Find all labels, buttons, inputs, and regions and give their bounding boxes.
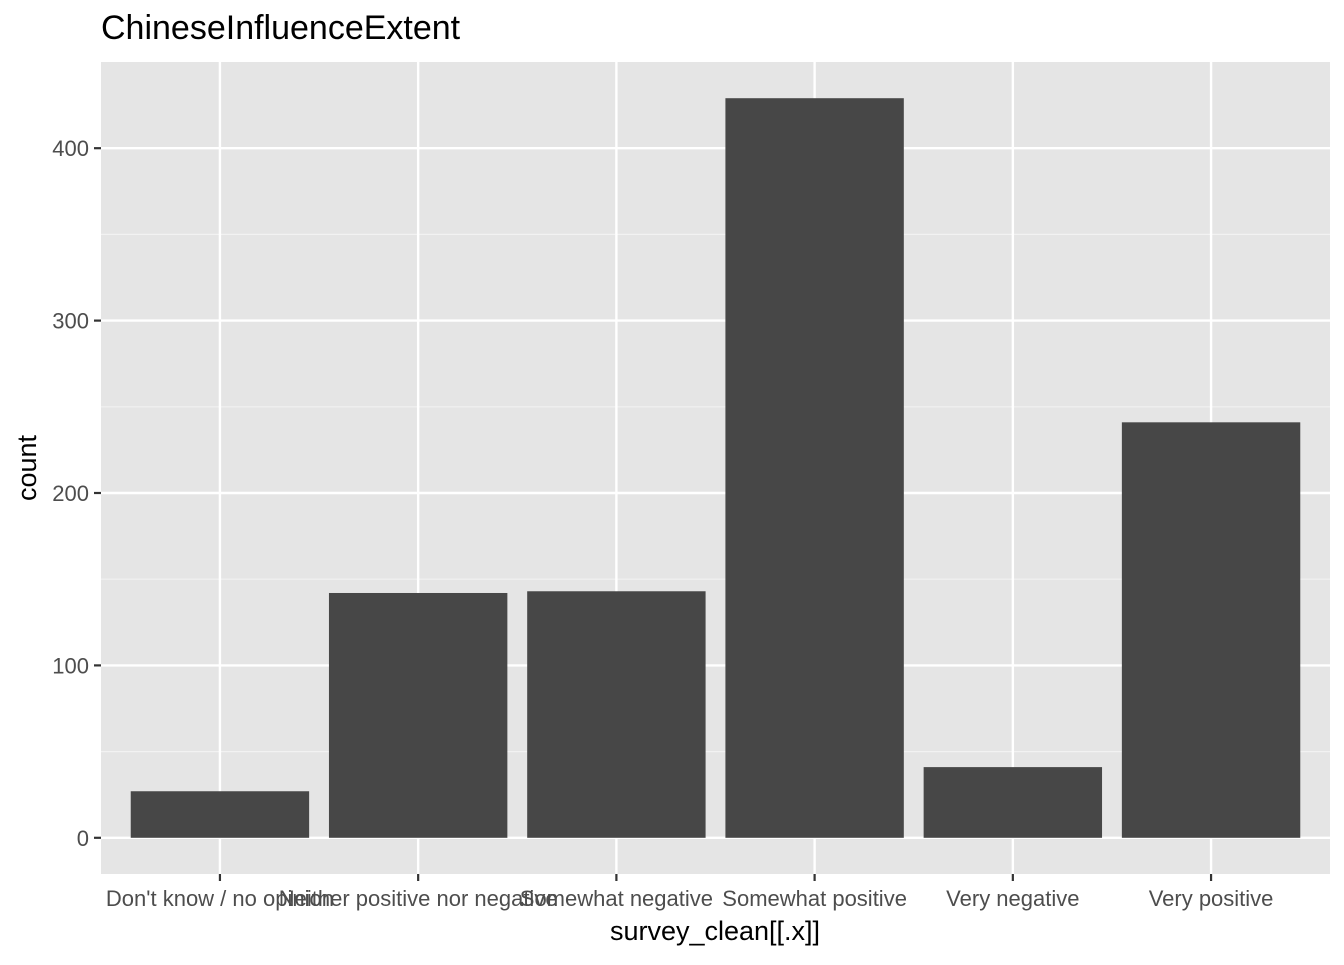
x-tick-label: Very negative [946,886,1079,911]
x-tick-label: Somewhat negative [520,886,713,911]
bar-somewhat-negative [527,591,706,838]
x-tick-label: Neither positive nor negative [279,886,558,911]
y-tick-label: 400 [52,136,89,161]
x-tick-label: Don't know / no opinion [106,886,334,911]
y-axis: 0 100 200 300 400 [52,136,101,851]
chart-title: ChineseInfluenceExtent [101,9,461,47]
y-tick-label: 300 [52,309,89,334]
y-tick-label: 200 [52,481,89,506]
y-axis-title: count [12,434,42,501]
bars [130,98,1301,838]
bar-don-t-know-no-opinion [130,791,310,838]
y-tick-label: 0 [77,826,89,851]
y-tick-label: 100 [52,653,89,678]
bar-somewhat-positive [725,98,904,838]
bar-very-negative [923,767,1103,838]
bar-neither-positive-nor-negative [328,592,508,838]
bar-very-positive [1121,422,1301,838]
x-axis-title: survey_clean[[.x]] [610,916,820,946]
x-tick-label: Somewhat positive [722,886,907,911]
x-tick-label: Very positive [1149,886,1274,911]
